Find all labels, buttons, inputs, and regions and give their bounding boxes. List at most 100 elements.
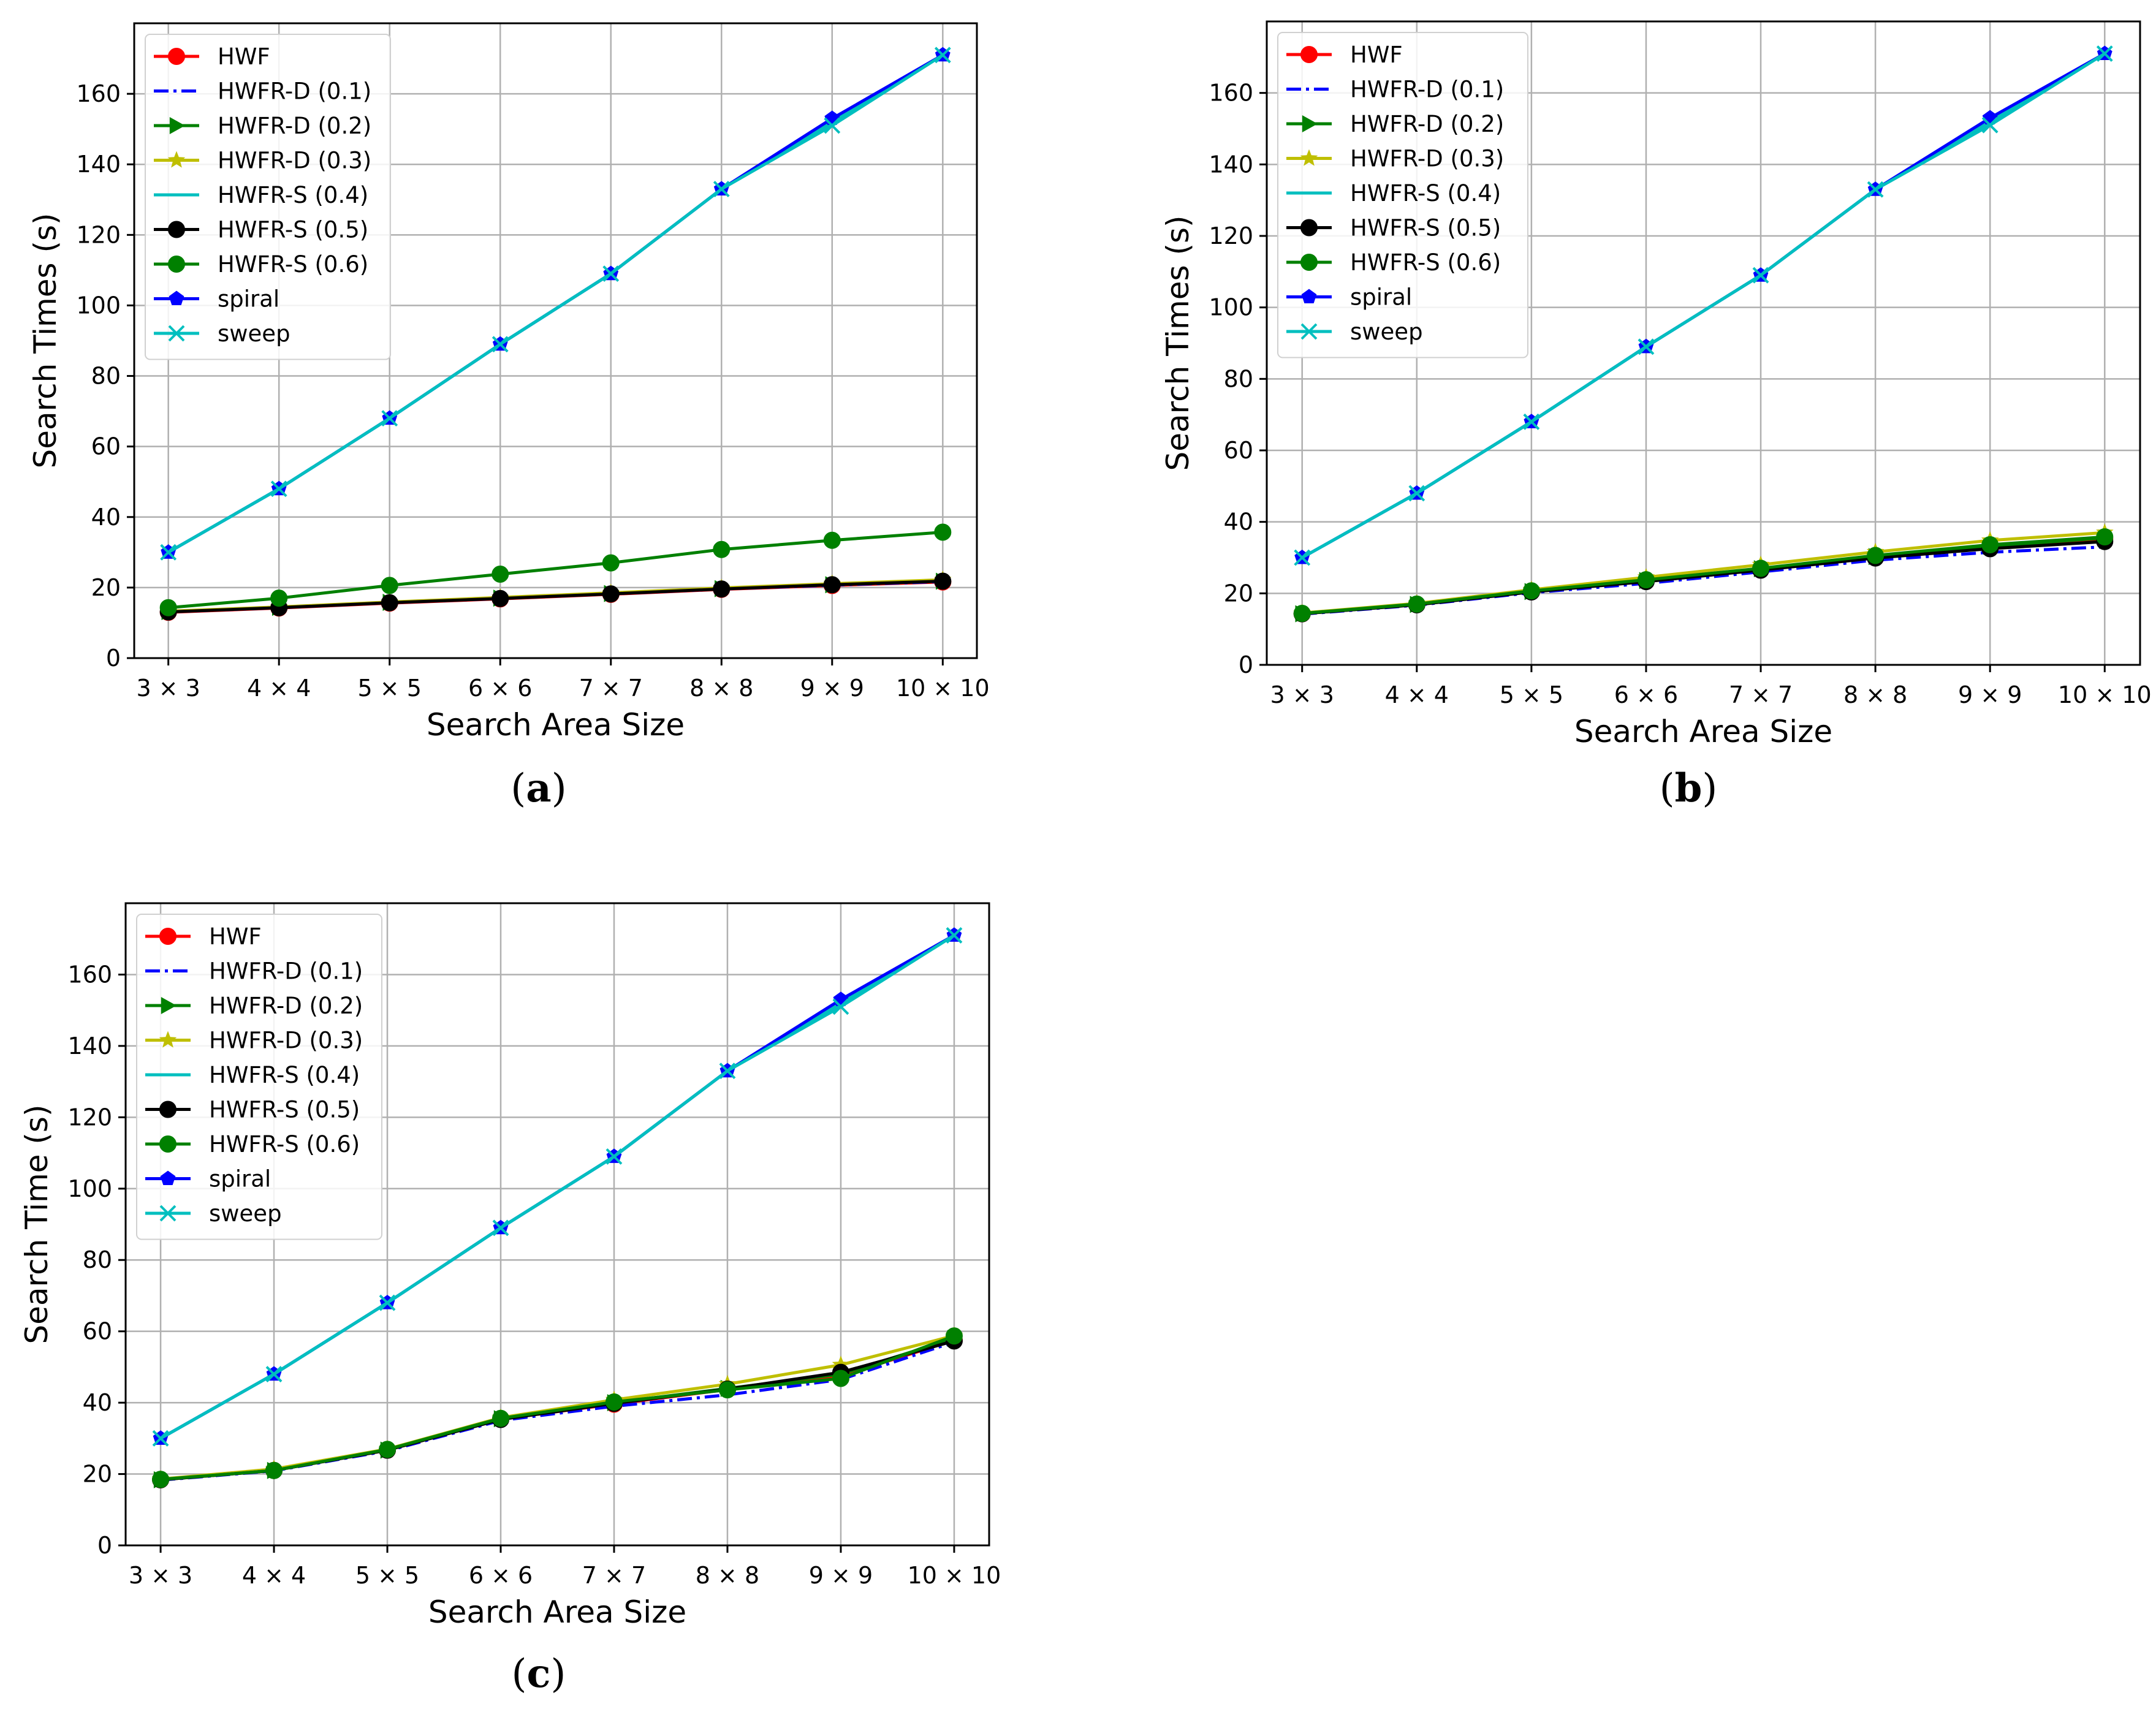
series-line [1301, 52, 2106, 559]
data-point [832, 1370, 849, 1387]
data-point [379, 1294, 396, 1311]
data-point [713, 580, 731, 598]
panel-caption: (c) [512, 1651, 566, 1697]
legend-label: HWF [218, 44, 270, 70]
x-tick-label: 8 × 8 [689, 675, 753, 702]
legend-label: spiral [209, 1166, 271, 1192]
legend-swatch-marker [168, 48, 185, 65]
legend-swatch-marker [159, 1205, 177, 1222]
legend-swatch-marker [159, 1031, 177, 1048]
legend-box [1277, 32, 1528, 358]
x-tick-label: 3 × 3 [129, 1562, 192, 1589]
data-point [492, 1219, 509, 1237]
caption-open-paren: ( [1660, 766, 1675, 811]
legend-swatch-marker [1300, 46, 1318, 63]
data-point [152, 1471, 170, 1488]
x-axis-label: Search Area Size [428, 1594, 686, 1630]
y-tick-label: 80 [1224, 365, 1253, 392]
data-point [605, 1393, 623, 1411]
data-point [1752, 267, 1769, 284]
series-hwfr-s-0-6 [1293, 528, 2114, 622]
plot-frame [124, 902, 990, 1547]
legend-label: HWFR-D (0.3) [1350, 146, 1504, 172]
legend-label: HWFR-S (0.5) [1350, 215, 1501, 241]
x-tick-label: 7 × 7 [582, 1562, 646, 1589]
x-tick-label: 9 × 9 [809, 1562, 873, 1589]
legend-item: HWFR-S (0.6) [145, 1131, 360, 1158]
data-point [1408, 595, 1425, 613]
x-tick-label: 3 × 3 [137, 675, 200, 702]
y-tick-label: 160 [76, 80, 121, 107]
x-tick-label: 10 × 10 [896, 675, 990, 702]
data-point [713, 181, 730, 197]
y-tick-label: 20 [1224, 580, 1253, 607]
legend-swatch-marker [1300, 149, 1318, 166]
legend-item: HWFR-D (0.1) [145, 958, 363, 985]
x-tick-label: 5 × 5 [355, 1562, 419, 1589]
panel-caption: (b) [1660, 765, 1718, 811]
data-point [934, 572, 952, 590]
legend-swatch-marker [159, 928, 177, 945]
data-point [718, 1381, 736, 1399]
x-tick-label: 6 × 6 [1614, 681, 1678, 708]
x-tick-label: 9 × 9 [1958, 681, 2022, 708]
legend-label: HWFR-D (0.2) [209, 993, 363, 1019]
legend-label: HWFR-D (0.1) [209, 958, 363, 985]
x-tick-label: 9 × 9 [800, 675, 864, 702]
y-tick-label: 40 [1224, 509, 1253, 536]
caption-close-paren: ) [552, 766, 567, 811]
legend-item: spiral [154, 286, 279, 313]
y-tick-label: 160 [67, 961, 112, 988]
legend-item: HWFR-D (0.2) [154, 113, 371, 139]
legend-label: spiral [1350, 284, 1412, 311]
data-point [492, 566, 509, 583]
legend-swatch-marker [1301, 289, 1317, 303]
legend-item: HWFR-S (0.5) [145, 1097, 360, 1123]
x-tick-label: 8 × 8 [1843, 681, 1907, 708]
legend-box [145, 34, 391, 360]
y-tick-label: 40 [91, 504, 121, 531]
data-point [492, 589, 509, 607]
data-point [602, 265, 620, 282]
series-line [168, 531, 943, 610]
data-point [265, 1366, 283, 1382]
legend: HWF HWFR-D (0.1) HWFR-D (0.2) HWFR-D (0.3) H… [145, 34, 391, 360]
y-tick-label: 0 [97, 1532, 112, 1559]
y-tick-label: 60 [1224, 437, 1253, 464]
data-point [270, 480, 287, 498]
legend-label: HWFR-D (0.3) [218, 148, 371, 174]
plot-frame [1266, 20, 2141, 666]
legend-label: sweep [1350, 319, 1423, 345]
legend-item: HWFR-S (0.6) [154, 251, 368, 278]
data-point [265, 1461, 283, 1479]
series-hwfr-s-0-6 [159, 523, 952, 616]
legend-swatch-marker [169, 290, 184, 305]
legend-item: HWFR-S (0.4) [1286, 180, 1501, 207]
legend-item: spiral [1286, 284, 1412, 311]
legend-label: HWFR-S (0.4) [209, 1062, 360, 1088]
series-line [159, 934, 955, 1440]
legend-item: HWFR-S (0.4) [145, 1062, 360, 1088]
legend-swatch-marker [168, 221, 185, 238]
y-tick-label: 100 [67, 1175, 112, 1202]
legend-item: HWFR-S (0.5) [1286, 215, 1501, 241]
legend-item: HWF [154, 44, 270, 70]
chart-panel-b: 3 × 3 4 × 4 5 × 5 6 × 6 7 × 7 8 × 8 9 × 9 10 × … [1160, 20, 2152, 811]
data-point [824, 117, 841, 134]
legend-swatch-marker [160, 1170, 176, 1185]
data-point [1294, 549, 1311, 566]
data-point [719, 1063, 736, 1080]
x-tick-label: 6 × 6 [468, 675, 532, 702]
data-point [152, 1430, 169, 1447]
data-point [713, 540, 731, 558]
legend-swatch-marker [167, 151, 186, 168]
series-line [167, 53, 944, 554]
x-tick-label: 8 × 8 [696, 1562, 759, 1589]
y-tick-label: 100 [1209, 294, 1253, 321]
data-point [602, 554, 620, 572]
legend-label: HWFR-S (0.4) [218, 182, 368, 208]
series-hwfr-d-0-1 [1302, 545, 2105, 616]
legend-label: HWF [209, 923, 262, 950]
x-tick-label: 5 × 5 [1500, 681, 1563, 708]
legend-label: HWFR-D (0.1) [218, 78, 371, 105]
